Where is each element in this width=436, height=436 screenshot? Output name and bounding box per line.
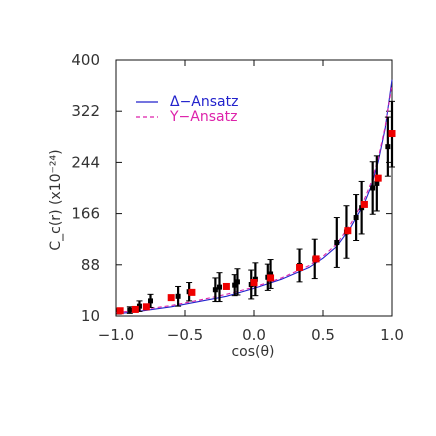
y-tick-label: 322 [71, 102, 100, 120]
y-tick-label: 10 [81, 307, 100, 325]
curve-delta-ansatz [115, 79, 393, 315]
x-tick-label: 0.5 [311, 326, 335, 344]
average-marker [222, 282, 230, 290]
legend-label-delta: Δ−Ansatz [170, 94, 238, 110]
average-markers [116, 130, 396, 315]
average-marker [312, 255, 320, 263]
average-marker [360, 200, 368, 208]
y-tick-label: 400 [71, 51, 100, 69]
y-tick-labels: 10 88 166 244 322 400 [71, 51, 100, 325]
lattice-point [232, 282, 238, 288]
lattice-point [127, 307, 133, 313]
legend-label-y: Y−Ansatz [169, 109, 237, 125]
lattice-point [370, 185, 376, 191]
x-axis-title: cos(θ) [231, 344, 274, 360]
lattice-point [334, 239, 340, 245]
curve-y-ansatz [115, 84, 393, 314]
x-tick-labels: −1.0 −0.5 0.0 0.5 1.0 [98, 326, 404, 344]
average-marker [374, 174, 382, 182]
average-marker [344, 227, 352, 235]
average-marker [296, 263, 304, 271]
y-tick-label: 244 [71, 153, 100, 171]
average-marker [142, 303, 150, 311]
y-tick-label: 166 [71, 205, 100, 223]
x-tick-label: −1.0 [98, 326, 134, 344]
lattice-point [217, 284, 222, 290]
average-marker [188, 288, 196, 296]
average-marker [167, 294, 175, 302]
lattice-point [353, 215, 359, 221]
lattice-point [234, 279, 240, 285]
y-axis-title: C_c(r) (x10⁻²⁴) [48, 149, 64, 250]
x-tick-label: −0.5 [167, 326, 203, 344]
average-marker [116, 307, 124, 315]
fit-curves [115, 79, 393, 315]
lattice-point [175, 293, 181, 299]
x-tick-label: 0.0 [242, 326, 266, 344]
lattice-point [268, 271, 274, 277]
lattice-point [212, 287, 218, 293]
lattice-point [136, 303, 142, 309]
axis-ticks [115, 59, 393, 317]
lattice-point [148, 298, 153, 304]
average-marker [131, 305, 139, 313]
lattice-point [385, 144, 391, 150]
x-tick-label: 1.0 [380, 326, 404, 344]
average-marker [250, 279, 258, 287]
legend: Δ−Ansatz Y−Ansatz [136, 94, 238, 125]
y-tick-label: 88 [81, 256, 100, 274]
lattice-point [374, 180, 380, 186]
average-marker [388, 130, 396, 138]
average-marker [267, 274, 275, 282]
